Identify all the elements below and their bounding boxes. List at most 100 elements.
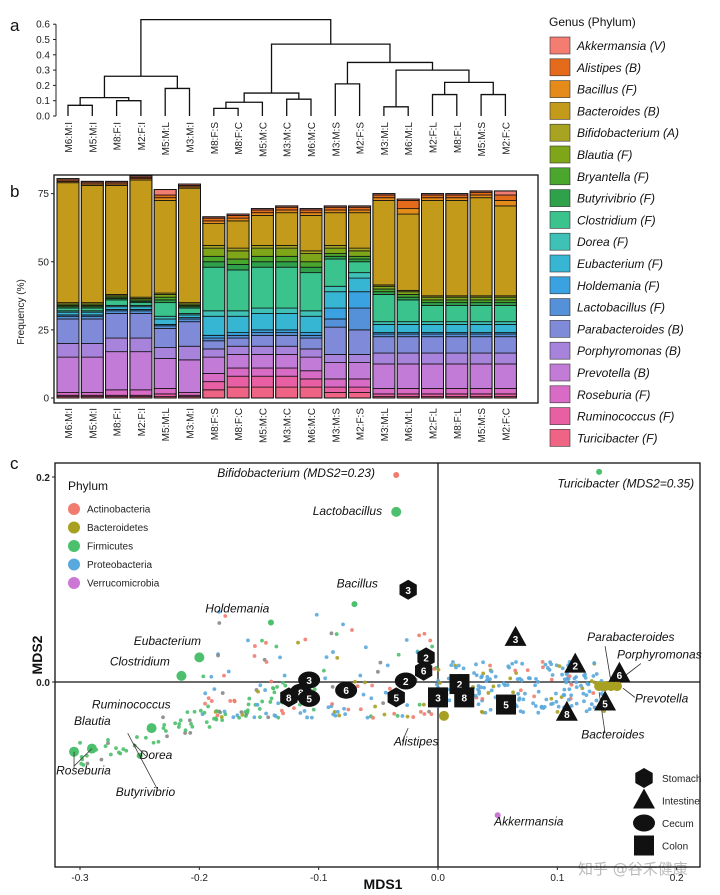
otu-point [264, 640, 268, 645]
bar-segment [469, 304, 493, 323]
otu-point [188, 731, 193, 735]
sample-marker-label: 2 [457, 680, 463, 691]
bar-segment [469, 194, 493, 199]
otu-point [361, 692, 366, 697]
otu-point [202, 710, 207, 715]
otu-point [513, 668, 518, 673]
otu-point [536, 680, 540, 684]
bar-segment [226, 353, 250, 369]
bar-segment [275, 367, 299, 377]
otu-point [217, 621, 222, 625]
genus-annotation: Dorea [140, 748, 173, 762]
legend-label: Blautia (F) [577, 148, 632, 162]
bar-outline [299, 208, 323, 399]
dendro-branch [79, 96, 130, 106]
bar-segment [348, 362, 372, 380]
sample-marker-stomach [399, 579, 417, 600]
bar-x-tick-label: M8:F:I [113, 408, 124, 436]
otu-point [523, 691, 527, 696]
sample-marker-label: 2 [423, 653, 429, 664]
otu-point [365, 715, 370, 720]
genus-point [146, 723, 157, 734]
otu-point [143, 735, 148, 740]
legend-label: Eubacterium (F) [577, 257, 663, 271]
bar-segment [299, 348, 323, 358]
bar-segment [445, 352, 469, 365]
shape-legend-label: Colon [662, 842, 688, 853]
bar-segment [250, 313, 274, 331]
genus-annotation: Ruminococcus [92, 698, 171, 712]
bar-segment [299, 378, 323, 388]
bar-x-tick-label: M3:M:L [380, 408, 391, 442]
bar-y-tick-label: 75 [38, 189, 50, 200]
otu-point [373, 704, 377, 709]
shape-legend-label: Cecum [662, 819, 694, 830]
bar-segment [372, 352, 396, 365]
bar-segment [348, 212, 372, 249]
otu-point [534, 676, 538, 681]
legend-swatch [549, 385, 571, 404]
otu-point [106, 741, 110, 746]
bar-segment [348, 247, 372, 252]
otu-point [334, 632, 339, 636]
bar-segment [56, 318, 80, 344]
bar-segment [105, 185, 128, 295]
otu-point [488, 707, 493, 712]
otu-point [305, 715, 309, 720]
genus-annotation: Alistipes [393, 735, 439, 749]
bar-segment [129, 302, 153, 306]
genus-point [176, 670, 187, 681]
dendro-y-tick-label: 0.2 [36, 81, 50, 92]
otu-point [544, 697, 549, 702]
bar-segment [348, 277, 372, 293]
dendro-branch [346, 61, 434, 84]
bar-segment [469, 324, 493, 333]
bar-segment [250, 244, 274, 249]
legend-label: Bacteroides (B) [577, 104, 660, 118]
dendro-leaf-label: M6:M:L [404, 122, 415, 156]
bar-segment [469, 333, 493, 338]
bar-segment [80, 392, 104, 396]
bar-segment [153, 358, 177, 389]
bar-segment [323, 255, 347, 260]
otu-point [350, 628, 354, 632]
bar-segment [250, 345, 274, 355]
bar-segment [80, 318, 104, 344]
otu-point [335, 709, 340, 714]
otu-point [417, 633, 422, 638]
dendro-branch [243, 92, 300, 103]
bar-segment [396, 393, 420, 398]
otu-point [269, 679, 274, 684]
bar-x-tick-label: M5:M:L [161, 408, 172, 442]
genus-annotation: Turicibacter (MDS2=0.35) [557, 476, 694, 490]
bar-segment [445, 393, 469, 398]
otu-point [493, 674, 498, 679]
otu-point [201, 674, 206, 679]
otu-point [569, 693, 574, 698]
otu-point [514, 660, 518, 664]
bar-segment [250, 255, 274, 263]
bar-segment [493, 352, 517, 365]
otu-point [526, 676, 531, 680]
otu-point [589, 679, 594, 683]
bar-segment [323, 386, 347, 393]
otu-point [422, 631, 427, 636]
bar-segment [445, 200, 469, 297]
bar-segment [348, 250, 372, 257]
otu-point [330, 684, 335, 689]
bar-outline [396, 198, 420, 399]
bar-segment [421, 194, 444, 199]
bar-segment [178, 314, 201, 319]
otu-point [536, 710, 541, 715]
otu-point [258, 715, 262, 720]
otu-point [474, 662, 478, 667]
otu-point [582, 699, 586, 704]
genus-annotation: Bacteroides [581, 727, 644, 741]
otu-point [275, 685, 279, 689]
otu-point [311, 707, 316, 712]
bar-segment [275, 206, 299, 211]
bar-segment [250, 353, 274, 369]
bar-segment [105, 351, 128, 391]
otu-point [214, 709, 219, 713]
otu-point [581, 691, 586, 696]
